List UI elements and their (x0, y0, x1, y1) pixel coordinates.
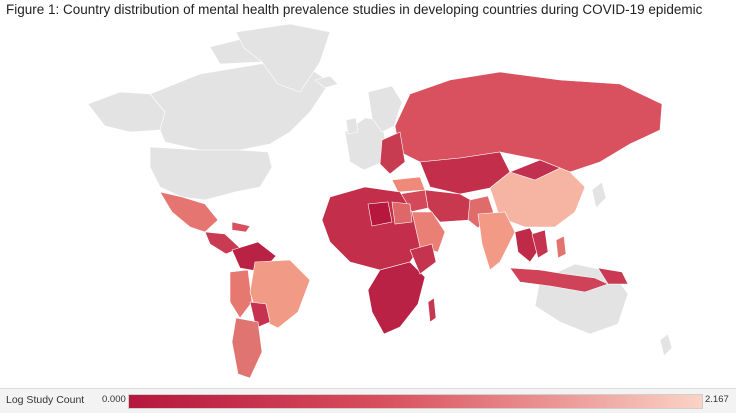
iceland (314, 75, 339, 89)
india (477, 211, 516, 271)
usa (149, 146, 273, 201)
legend-title: Log Study Count (6, 394, 85, 406)
eastern-europe (379, 131, 406, 175)
madagascar (427, 297, 437, 323)
libya (367, 201, 393, 227)
uk (345, 117, 359, 135)
horn-of-africa (409, 243, 437, 275)
philippines (555, 235, 567, 259)
egypt (391, 201, 413, 225)
papua (597, 267, 629, 285)
data-regions (159, 71, 663, 379)
argentina-chile (231, 317, 263, 379)
legend-gradient-bar (128, 394, 703, 409)
caribbean (231, 221, 251, 233)
new-zealand (659, 333, 673, 357)
legend-max-label: 2.167 (705, 394, 729, 405)
russia (394, 71, 663, 173)
turkey (391, 176, 426, 193)
greenland (235, 23, 331, 93)
scandinavia (367, 85, 403, 133)
figure-title: Figure 1: Country distribution of mental… (6, 2, 703, 17)
mongolia (509, 159, 561, 181)
japan (591, 181, 607, 209)
africa-south (367, 261, 426, 335)
color-legend: Log Study Count 0.000 2.167 (0, 388, 736, 413)
vietnam-laos (531, 229, 549, 259)
legend-min-label: 0.000 (102, 394, 126, 405)
world-map[interactable] (0, 22, 736, 384)
mexico (159, 191, 219, 233)
peru-ecuador (229, 269, 253, 319)
